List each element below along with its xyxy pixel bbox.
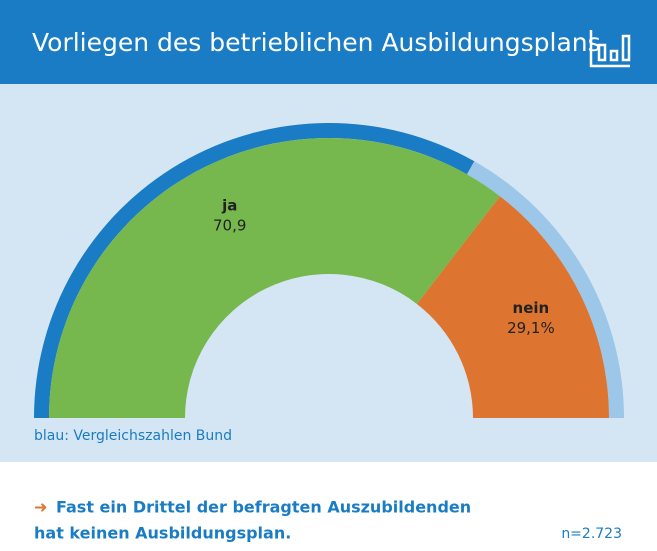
slice-label: nein <box>513 299 550 317</box>
comparison-note: blau: Vergleichszahlen Bund <box>34 428 232 444</box>
footnote-line: Fast ein Drittel der befragten Auszubild… <box>56 498 471 517</box>
sample-size: n=2.723 <box>561 526 622 542</box>
slice-label: ja <box>221 197 237 215</box>
header-band <box>0 0 657 84</box>
value-label: 29,1% <box>507 319 555 337</box>
footnote-line: hat keinen Ausbildungsplan. <box>34 524 291 543</box>
chart-icon <box>589 30 631 68</box>
chart-title: Vorliegen des betrieblichen Ausbildungsp… <box>32 28 601 57</box>
comparison-arc <box>466 161 624 419</box>
value-label: 70,9 <box>213 217 246 235</box>
slice <box>416 196 609 418</box>
comparison-arc <box>34 122 475 418</box>
slice <box>49 138 500 419</box>
footnote-arrow: ➜ <box>34 498 47 517</box>
